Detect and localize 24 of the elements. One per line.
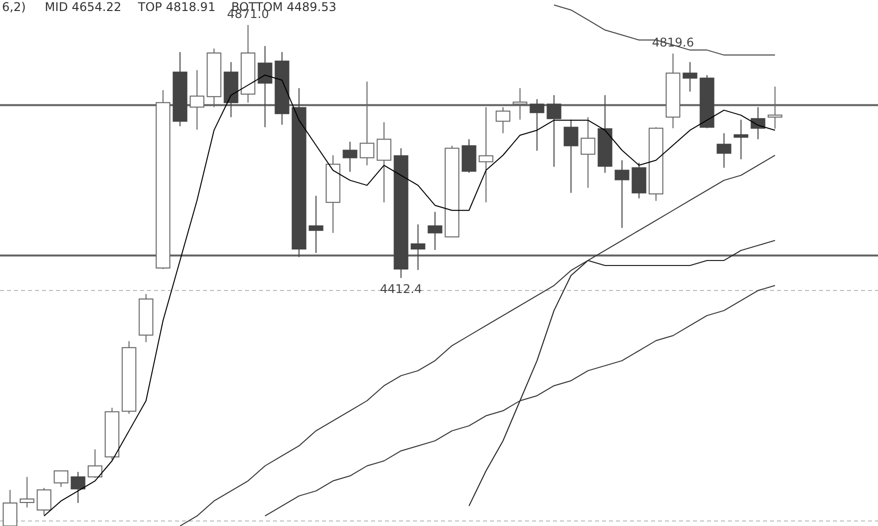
candlestick (734, 119, 748, 160)
candlestick (614, 160, 630, 228)
candlestick (54, 470, 68, 488)
candlestick (342, 141, 358, 172)
candlestick (428, 211, 442, 250)
candlestick (716, 132, 732, 168)
candlestick (410, 224, 426, 270)
text: MID 4654.22 (44, 0, 122, 14)
candlestick (70, 471, 86, 504)
candlestick (564, 119, 578, 194)
candlestick (36, 487, 52, 516)
text: TOP 4818.91 (137, 0, 216, 14)
annotation: 4412.4 (380, 282, 422, 296)
text: 6,2) (2, 0, 26, 14)
candlestick (580, 116, 596, 188)
candlestick (682, 62, 698, 92)
candlestick (20, 476, 34, 508)
candlestick (750, 106, 766, 140)
candlestick (546, 94, 562, 168)
candlestick (376, 122, 392, 203)
candlestick (258, 46, 272, 128)
candlestick (88, 448, 102, 478)
candlestick (530, 98, 544, 152)
candlestick (308, 195, 324, 254)
